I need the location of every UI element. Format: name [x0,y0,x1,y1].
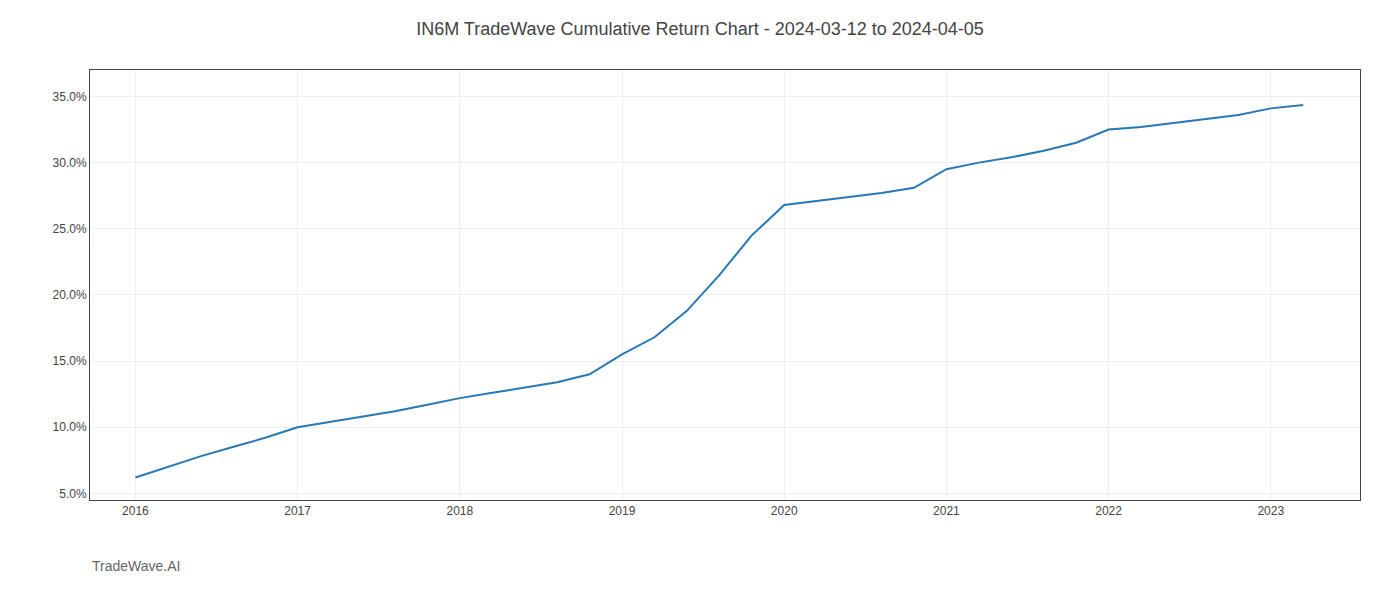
svg-text:20.0%: 20.0% [53,288,87,302]
svg-text:2021: 2021 [933,504,960,518]
svg-text:2017: 2017 [284,504,311,518]
svg-text:2020: 2020 [771,504,798,518]
svg-text:5.0%: 5.0% [59,487,87,501]
svg-text:2016: 2016 [122,504,149,518]
svg-text:2023: 2023 [1257,504,1284,518]
svg-text:10.0%: 10.0% [53,420,87,434]
svg-text:2019: 2019 [609,504,636,518]
svg-text:IN6M TradeWave Cumulative Retu: IN6M TradeWave Cumulative Return Chart -… [416,19,984,39]
svg-text:25.0%: 25.0% [53,222,87,236]
svg-text:30.0%: 30.0% [53,156,87,170]
svg-text:35.0%: 35.0% [53,90,87,104]
svg-text:2018: 2018 [446,504,473,518]
svg-text:2022: 2022 [1095,504,1122,518]
svg-text:TradeWave.AI: TradeWave.AI [92,558,180,574]
svg-text:15.0%: 15.0% [53,354,87,368]
